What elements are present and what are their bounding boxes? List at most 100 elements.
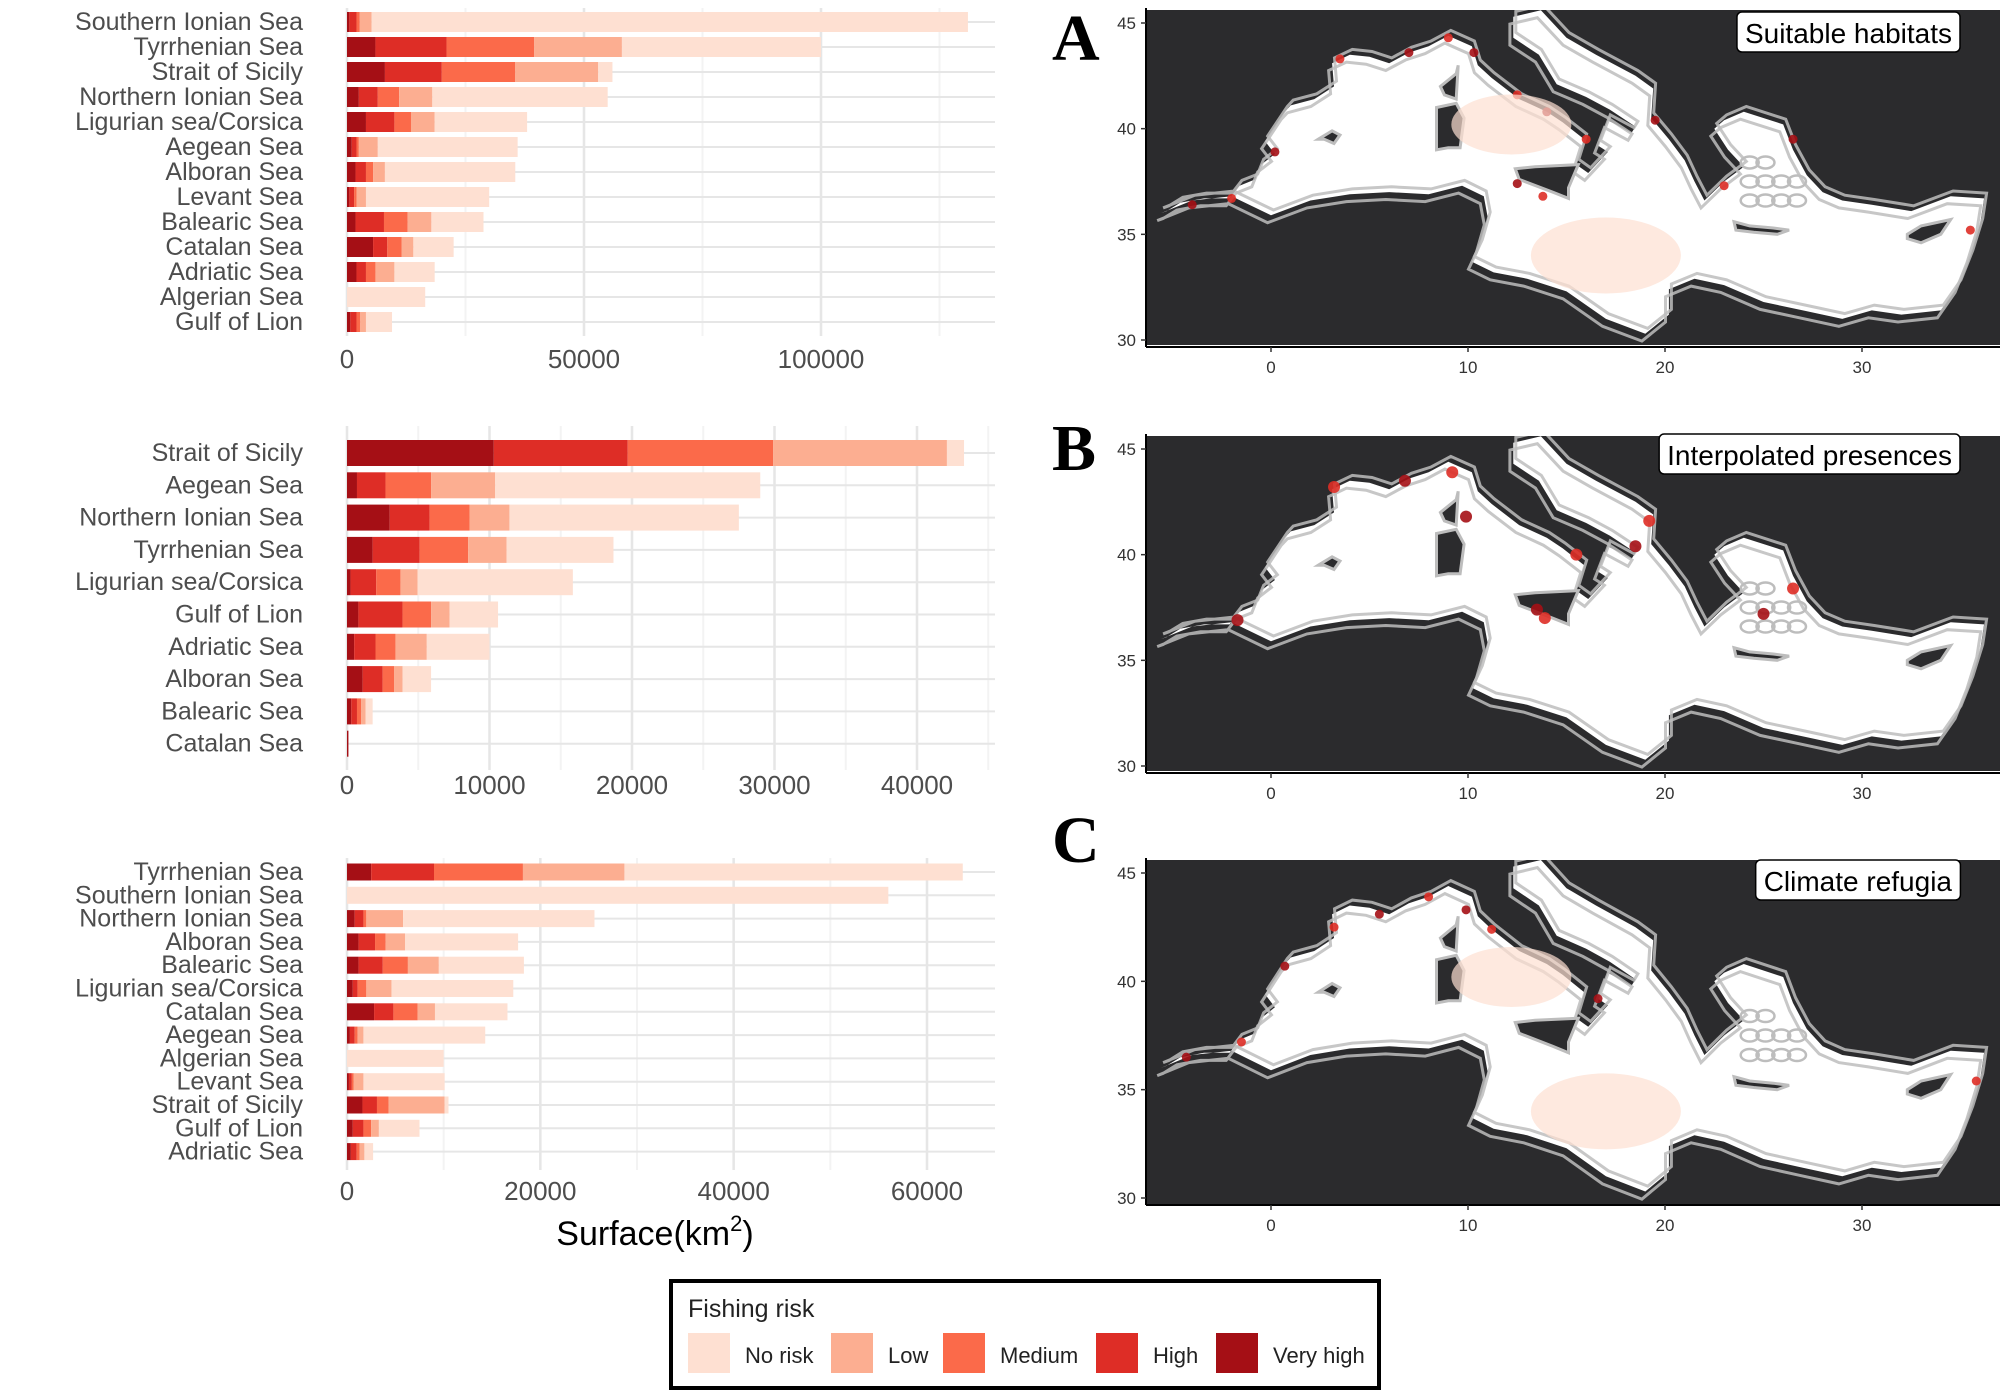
risk-area [1181, 1052, 1191, 1062]
bar-tyrrhenian-sea-high [372, 536, 420, 563]
bar-tyrrhenian-sea-low [522, 863, 625, 881]
x-axis-title: Surface(km2) [556, 1211, 753, 1253]
panel-letter-b: B [1052, 412, 1096, 485]
bar-levant-sea-no-risk [365, 187, 490, 207]
bar-catalan-sea-medium [387, 237, 402, 257]
island [1312, 129, 1343, 146]
bar-ligurian-sea-corsica-very-high [347, 980, 353, 997]
bar-gulf-of-lion-low [371, 1119, 379, 1137]
bar-catalan-sea-low [417, 1003, 435, 1021]
bar-catalan-sea-high [374, 1003, 394, 1021]
category-label: Catalan Sea [165, 233, 303, 261]
x-tick-label: 50000 [548, 344, 620, 374]
bar-gulf-of-lion-high [358, 601, 403, 628]
category-label: Strait of Sicily [152, 439, 304, 467]
map-y-tick-label: 30 [1117, 331, 1136, 350]
bar-alboran-sea-no-risk [384, 162, 516, 182]
map-panel-a: 45 40 35 30 0 10 20 30 A Suitable habitats [1052, 2, 2000, 377]
legend-swatch-low [831, 1333, 873, 1373]
bar-adriatic-sea-no-risk [426, 633, 490, 660]
bar-catalan-sea-high [373, 237, 388, 257]
category-label: Alboran Sea [165, 665, 303, 693]
map-title: Interpolated presences [1667, 440, 1952, 471]
bar-ligurian-sea-corsica-no-risk [391, 980, 514, 997]
risk-area [1335, 54, 1345, 64]
bar-tyrrhenian-sea-medium [419, 536, 469, 563]
risk-area [1280, 961, 1290, 971]
island [1438, 915, 1460, 954]
no-risk-area [1530, 1073, 1681, 1150]
bar-alboran-sea-high [362, 666, 383, 693]
bar-adriatic-sea-very-high [347, 1143, 351, 1161]
legend-title: Fishing risk [688, 1295, 815, 1323]
bar-balearic-sea-no-risk [431, 212, 484, 232]
category-label: Balearic Sea [161, 697, 303, 725]
bar-aegean-sea-high [356, 472, 386, 499]
aegean-contour [1739, 1028, 1760, 1043]
bar-northern-ionian-sea-medium [363, 910, 367, 928]
bar-aegean-sea-very-high [347, 137, 352, 157]
bar-strait-of-sicily-high [362, 1096, 377, 1114]
bar-catalan-sea-very-high [347, 237, 374, 257]
bar-southern-ionian-sea-no-risk [371, 12, 968, 32]
risk-area [1398, 474, 1411, 487]
island [1438, 490, 1460, 528]
x-tick-label: 30000 [738, 770, 810, 800]
bar-catalan-sea-no-risk [434, 1003, 508, 1021]
category-label: Catalan Sea [165, 730, 303, 758]
bar-gulf-of-lion-low [431, 601, 450, 628]
bar-northern-ionian-sea-high [358, 87, 378, 107]
category-label: Tyrrhenian Sea [133, 536, 303, 564]
bar-levant-sea-medium [351, 1073, 354, 1091]
bar-tyrrhenian-sea-medium [434, 863, 523, 881]
bar-balearic-sea-medium [382, 956, 408, 974]
map-y-tick-label: 30 [1117, 757, 1136, 776]
category-label: Levant Sea [177, 1068, 304, 1096]
category-label: Southern Ionian Sea [75, 881, 303, 909]
bar-balearic-sea-medium [383, 212, 408, 232]
risk-area [1446, 466, 1459, 479]
category-label: Adriatic Sea [168, 633, 303, 661]
legend-swatch-very-high [1216, 1333, 1258, 1373]
bar-catalan-sea-no-risk [413, 237, 454, 257]
bar-gulf-of-lion-no-risk [378, 1119, 420, 1137]
category-label: Northern Ionian Sea [79, 83, 303, 111]
legend-label-no-risk: No risk [745, 1343, 814, 1368]
aegean-contour [1770, 1028, 1792, 1043]
bar-northern-ionian-sea-high [389, 504, 430, 531]
bar-ligurian-sea-corsica-low [400, 569, 418, 596]
bar-northern-ionian-sea-low [399, 87, 433, 107]
category-label: Northern Ionian Sea [79, 905, 303, 933]
bar-balearic-sea-very-high [347, 956, 359, 974]
bar-balearic-sea-high [351, 698, 357, 725]
aegean-contour [1739, 174, 1760, 189]
aegean-contour [1755, 155, 1776, 170]
bar-strait-of-sicily-low [388, 1096, 445, 1114]
category-label: Aegean Sea [165, 133, 303, 161]
aegean-contour [1770, 619, 1792, 634]
bar-ligurian-sea-corsica-medium [394, 112, 411, 132]
bar-adriatic-sea-high [354, 633, 376, 660]
depth-contour [1162, 10, 1989, 331]
bar-alboran-sea-low [373, 162, 385, 182]
aegean-contour [1770, 174, 1792, 189]
x-tick-label: 0 [340, 770, 354, 800]
map-x-tick-label: 10 [1459, 1216, 1478, 1235]
bar-strait-of-sicily-no-risk [598, 62, 613, 82]
bar-adriatic-sea-medium [365, 262, 376, 282]
island [1731, 219, 1790, 236]
bar-catalan-sea-medium [393, 1003, 418, 1021]
bar-adriatic-sea-low [359, 1143, 365, 1161]
bar-tyrrhenian-sea-low [468, 536, 507, 563]
bar-northern-ionian-sea-very-high [347, 504, 390, 531]
depth-contour [1162, 860, 1989, 1188]
x-tick-label: 10000 [453, 770, 525, 800]
bar-strait-of-sicily-medium [441, 62, 516, 82]
x-tick-label: 40000 [698, 1176, 770, 1206]
bar-strait-of-sicily-medium [376, 1096, 389, 1114]
bar-levant-sea-very-high [347, 187, 350, 207]
bar-northern-ionian-sea-medium [429, 504, 470, 531]
aegean-contour [1755, 581, 1776, 596]
depth-contour [1156, 865, 1983, 1201]
island [1513, 588, 1581, 627]
